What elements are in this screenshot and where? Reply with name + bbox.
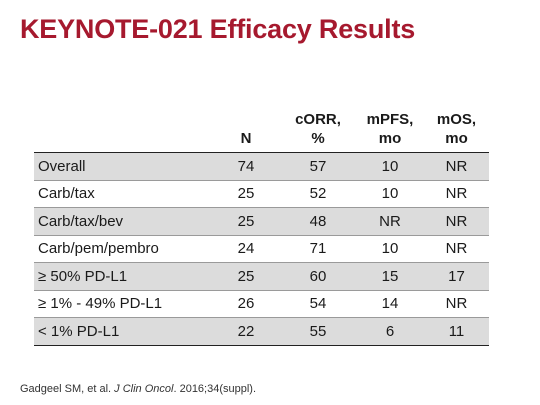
table-row: Carb/pem/pembro 24 71 10 NR [34, 235, 489, 263]
row-mpfs: 15 [356, 262, 424, 291]
table-row: Carb/tax 25 52 10 NR [34, 180, 489, 208]
row-corr: 60 [280, 262, 356, 291]
row-label: ≥ 50% PD-L1 [34, 262, 212, 291]
row-mos: 11 [424, 317, 489, 346]
row-n: 24 [212, 235, 280, 263]
row-n: 74 [212, 152, 280, 181]
row-corr: 71 [280, 235, 356, 263]
header-label [34, 110, 212, 153]
row-label: ≥ 1% - 49% PD-L1 [34, 290, 212, 318]
table-row: Carb/tax/bev 25 48 NR NR [34, 207, 489, 236]
row-label: < 1% PD-L1 [34, 317, 212, 346]
row-mos: NR [424, 152, 489, 181]
row-mos: NR [424, 180, 489, 208]
citation-details: . 2016;34(suppl). [173, 383, 257, 395]
row-corr: 57 [280, 152, 356, 181]
header-mos-line2: mo [445, 130, 468, 147]
slide-title: KEYNOTE-021 Efficacy Results [20, 14, 416, 44]
row-n: 22 [212, 317, 280, 346]
header-corr: cORR, % [280, 110, 356, 153]
row-mos: 17 [424, 262, 489, 291]
row-corr: 55 [280, 317, 356, 346]
header-mpfs-line1: mPFS, [366, 111, 414, 128]
row-mpfs: 10 [356, 180, 424, 208]
row-mpfs: NR [356, 207, 424, 236]
row-label: Carb/tax/bev [34, 207, 212, 236]
row-n: 25 [212, 262, 280, 291]
efficacy-table: N cORR, % mPFS, mo mOS, mo Overall 74 [34, 110, 489, 346]
header-n: N [212, 110, 280, 153]
row-n: 25 [212, 180, 280, 208]
row-n: 26 [212, 290, 280, 318]
row-mos: NR [424, 290, 489, 318]
row-label: Carb/pem/pembro [34, 235, 212, 263]
table-row: ≥ 1% - 49% PD-L1 26 54 14 NR [34, 290, 489, 318]
row-label: Overall [34, 152, 212, 181]
table-row: Overall 74 57 10 NR [34, 152, 489, 181]
citation-authors: Gadgeel SM, et al. [20, 383, 115, 395]
citation: Gadgeel SM, et al. J Clin Oncol. 2016;34… [20, 383, 256, 395]
row-corr: 52 [280, 180, 356, 208]
row-corr: 48 [280, 207, 356, 236]
table-header-row: N cORR, % mPFS, mo mOS, mo [34, 110, 489, 153]
header-corr-line1: cORR, [295, 111, 341, 128]
header-mos-line1: mOS, [436, 111, 477, 128]
row-mpfs: 10 [356, 235, 424, 263]
row-n: 25 [212, 207, 280, 236]
row-mpfs: 6 [356, 317, 424, 346]
table-row: < 1% PD-L1 22 55 6 11 [34, 317, 489, 346]
row-mpfs: 14 [356, 290, 424, 318]
header-mpfs: mPFS, mo [356, 110, 424, 153]
citation-journal: J Clin Oncol [114, 383, 174, 395]
row-mos: NR [424, 235, 489, 263]
header-mpfs-line2: mo [378, 130, 402, 147]
row-mpfs: 10 [356, 152, 424, 181]
row-mos: NR [424, 207, 489, 236]
table-row: ≥ 50% PD-L1 25 60 15 17 [34, 262, 489, 291]
header-corr-line2: % [311, 130, 325, 147]
header-n-text: N [240, 130, 252, 147]
row-label: Carb/tax [34, 180, 212, 208]
header-mos: mOS, mo [424, 110, 489, 153]
row-corr: 54 [280, 290, 356, 318]
